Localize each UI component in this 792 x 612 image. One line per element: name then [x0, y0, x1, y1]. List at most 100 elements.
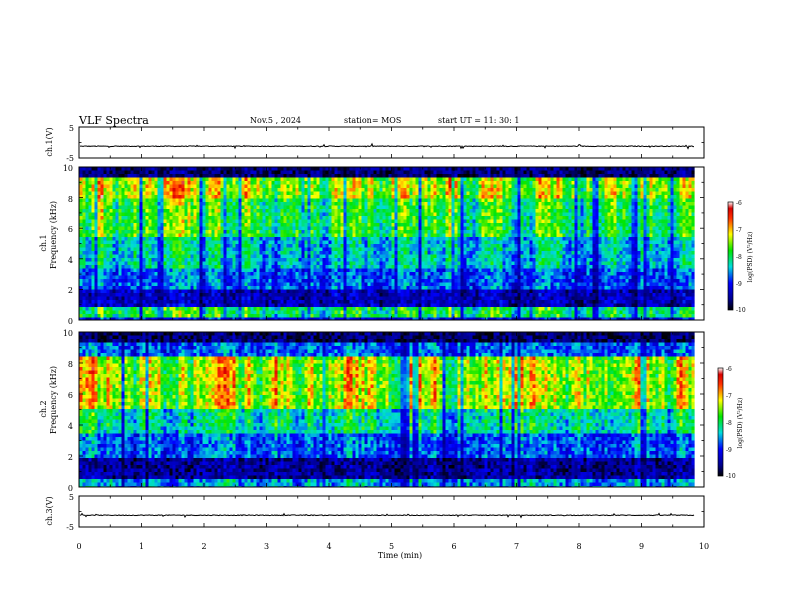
spectrogram-cell: [103, 286, 107, 290]
spectrogram-cell: [187, 223, 191, 227]
spectrogram-cell: [286, 216, 290, 220]
spectrogram-cell: [214, 181, 218, 185]
spectrogram-cell: [214, 219, 218, 224]
spectrogram-cell: [124, 289, 128, 294]
spectrogram-cell: [181, 195, 185, 199]
spectrogram-cell: [169, 219, 173, 224]
spectrogram-cell: [106, 170, 110, 175]
spectrogram-cell: [163, 212, 167, 217]
spectrogram-cell: [235, 258, 239, 262]
spectrogram-cell: [145, 191, 149, 196]
spectrogram-cell: [277, 184, 281, 189]
spectrogram-cell: [154, 216, 158, 220]
spectrogram-cell: [112, 254, 116, 259]
spectrogram-cell: [286, 198, 290, 203]
spectrogram-cell: [220, 237, 224, 241]
spectrogram-cell: [346, 240, 350, 245]
spectrogram-cell: [388, 258, 392, 262]
spectrogram-cell: [199, 310, 203, 315]
spectrogram-cell: [280, 223, 284, 227]
spectrogram-cell: [325, 279, 329, 283]
spectrogram-cell: [289, 247, 293, 252]
spectrogram-cell: [148, 195, 152, 199]
spectrogram-cell: [109, 296, 113, 301]
spectrogram-cell: [211, 261, 215, 266]
spectrogram-cell: [409, 202, 413, 206]
spectrogram-cell: [397, 219, 401, 224]
spectrogram-cell: [142, 202, 146, 206]
spectrogram-cell: [145, 212, 149, 217]
spectrogram-cell: [94, 233, 98, 238]
spectrogram-cell: [274, 282, 278, 287]
spectrogram-cell: [382, 195, 386, 199]
spectrogram-cell: [238, 268, 242, 273]
spectrogram-cell: [406, 181, 410, 185]
spectrogram-cell: [343, 317, 347, 320]
spectrogram-cell: [142, 272, 146, 276]
spectrogram-cell: [253, 282, 257, 287]
spectrogram-cell: [307, 219, 311, 224]
spectrogram-cell: [334, 188, 338, 192]
spectrogram-cell: [274, 174, 278, 178]
spectrogram-cell: [238, 289, 242, 294]
spectrogram-cell: [163, 317, 167, 320]
spectrogram-cell: [376, 167, 380, 171]
spectrogram-cell: [340, 198, 344, 203]
spectrogram-cell: [109, 230, 113, 234]
spectrogram-cell: [283, 279, 287, 283]
spectrogram-cell: [139, 240, 143, 245]
spectrogram-cell: [124, 265, 128, 269]
spectrogram-cell: [184, 230, 188, 234]
spectrogram-cell: [139, 282, 143, 287]
spectrogram-cell: [301, 254, 305, 259]
spectrogram-cell: [334, 202, 338, 206]
spectrogram-cell: [310, 272, 314, 276]
spectrogram-cell: [196, 247, 200, 252]
spectrogram-cell: [190, 307, 194, 311]
spectrogram-cell: [337, 233, 341, 238]
spectrogram-cell: [163, 254, 167, 259]
spectrogram-cell: [181, 188, 185, 192]
spectrogram-cell: [325, 317, 329, 320]
spectrogram-cell: [280, 177, 284, 182]
spectrogram-cell: [127, 317, 131, 320]
spectrogram-cell: [124, 219, 128, 224]
spectrogram-cell: [253, 303, 257, 308]
spectrogram-cell: [256, 188, 260, 192]
spectrogram-cell: [187, 191, 191, 196]
spectrogram-cell: [139, 216, 143, 220]
spectrogram-cell: [103, 275, 107, 280]
spectrogram-cell: [118, 289, 122, 294]
spectrogram-cell: [343, 286, 347, 290]
spectrogram-cell: [310, 293, 314, 297]
spectrogram-cell: [199, 240, 203, 245]
spectrogram-cell: [358, 275, 362, 280]
spectrogram-cell: [133, 170, 137, 175]
spectrogram-cell: [148, 303, 152, 308]
spectrogram-cell: [274, 209, 278, 213]
spectrogram-cell: [121, 177, 125, 182]
spectrogram-cell: [91, 282, 95, 287]
spectrogram-cell: [85, 258, 89, 262]
spectrogram-cell: [163, 240, 167, 245]
spectrogram-cell: [373, 296, 377, 301]
spectrogram-cell: [382, 310, 386, 315]
spectrogram-cell: [133, 233, 137, 238]
spectrogram-cell: [163, 272, 167, 276]
spectrogram-cell: [349, 233, 353, 238]
spectrogram-cell: [292, 317, 296, 320]
spectrogram-cell: [160, 289, 164, 294]
spectrogram-cell: [91, 289, 95, 294]
spectrogram-cell: [151, 303, 155, 308]
spectrogram-cell: [208, 195, 212, 199]
spectrogram-cell: [358, 268, 362, 273]
spectrogram-cell: [394, 265, 398, 269]
spectrogram-cell: [142, 261, 146, 266]
spectrogram-cell: [118, 272, 122, 276]
spectrogram-cell: [127, 237, 131, 241]
spectrogram-cell: [163, 209, 167, 213]
spectrogram-cell: [259, 233, 263, 238]
spectrogram-cell: [325, 251, 329, 255]
spectrogram-cell: [151, 244, 155, 248]
spectrogram-cell: [142, 307, 146, 311]
